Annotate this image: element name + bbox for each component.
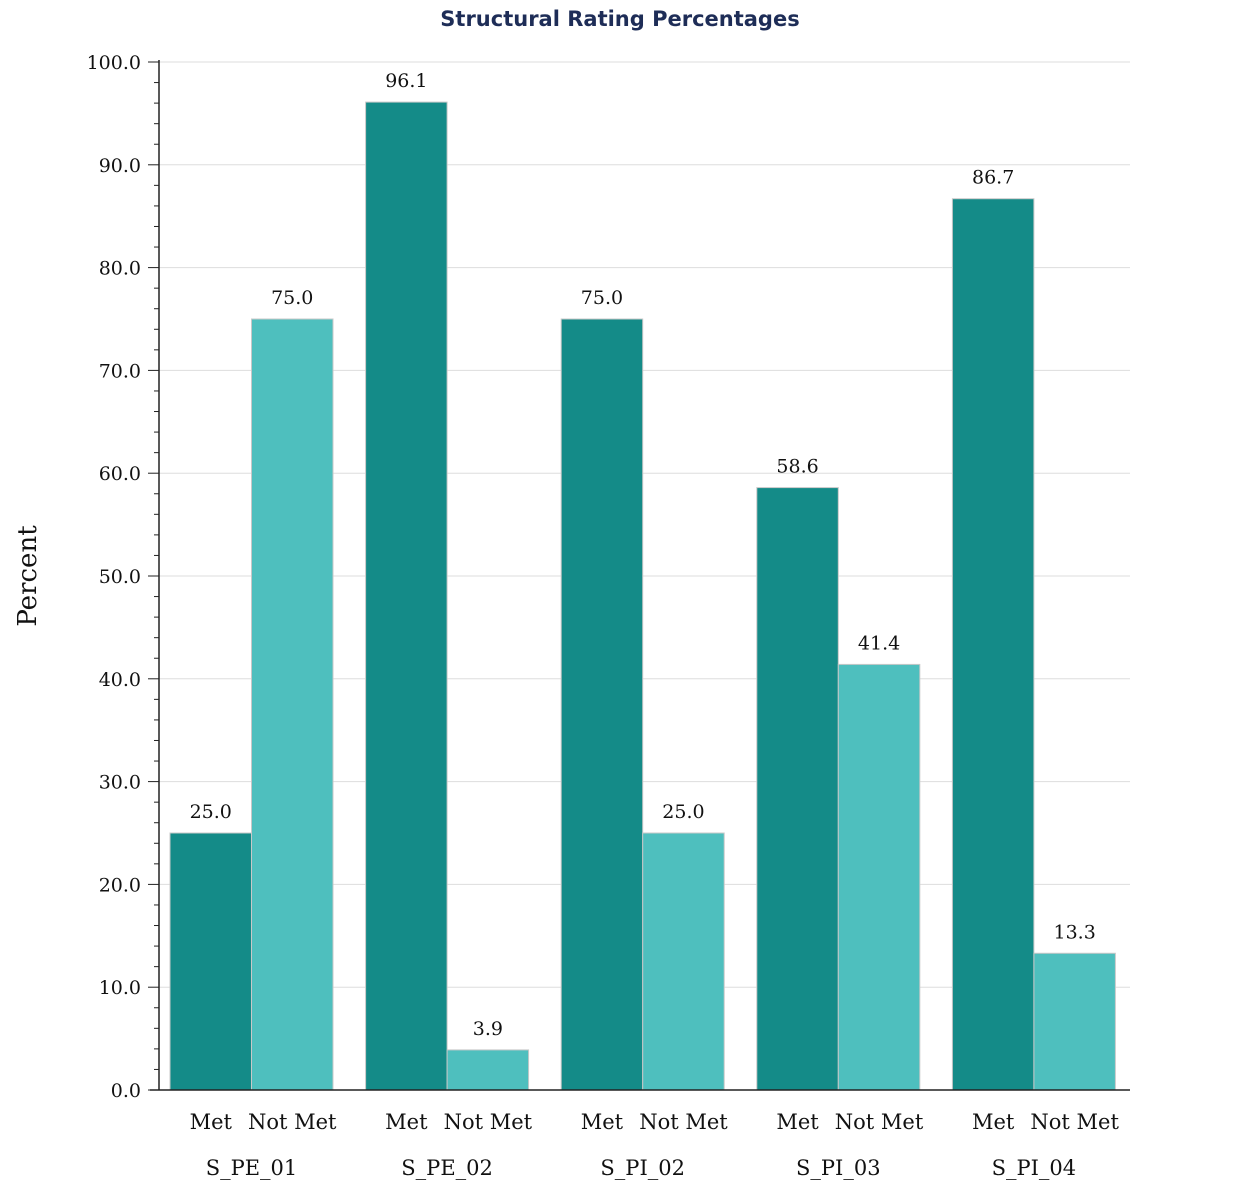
- data-label: 86.7: [972, 167, 1014, 189]
- x-bar-label: Not Met: [444, 1110, 533, 1134]
- y-tick-label: 10.0: [99, 977, 141, 999]
- x-bar-label: Met: [581, 1110, 624, 1134]
- x-bar-label: Met: [972, 1110, 1015, 1134]
- y-tick-label: 80.0: [99, 258, 141, 280]
- bar: [365, 101, 448, 1091]
- data-label: 41.4: [858, 632, 900, 654]
- y-axis-label: Percent: [13, 525, 43, 627]
- data-label: 25.0: [662, 801, 704, 823]
- bar: [251, 318, 334, 1091]
- bar: [1033, 952, 1116, 1091]
- bar: [560, 318, 644, 1091]
- x-category-label: S_PI_04: [992, 1156, 1077, 1180]
- chart-title: Structural Rating Percentages: [440, 7, 799, 31]
- x-category-label: S_PI_02: [600, 1156, 685, 1180]
- labels: 0.0 10.0 20.0 30.0 40.0 50.0 60.0 70.0 80.0 90.0 1…: [87, 52, 1120, 1180]
- bar: [951, 198, 1035, 1091]
- data-label: 58.6: [776, 456, 818, 478]
- x-bar-label: Met: [776, 1110, 819, 1134]
- x-category-label: S_PI_03: [796, 1156, 881, 1180]
- y-tick-label: 70.0: [99, 360, 141, 382]
- x-category-label: S_PE_02: [401, 1156, 493, 1180]
- bar: [642, 832, 725, 1091]
- bar: [446, 1049, 530, 1091]
- bar: [756, 487, 839, 1091]
- data-label: 3.9: [473, 1018, 503, 1040]
- y-tick-label: 40.0: [99, 669, 141, 691]
- y-tick-label: 0.0: [111, 1080, 141, 1102]
- y-tick-label: 60.0: [99, 463, 141, 485]
- data-label: 13.3: [1053, 921, 1095, 943]
- y-tick-label: 20.0: [99, 874, 141, 896]
- x-bar-label: Met: [385, 1110, 428, 1134]
- y-tick-label: 90.0: [99, 155, 141, 177]
- x-bar-label: Not Met: [248, 1110, 337, 1134]
- bar: [837, 663, 921, 1091]
- data-label: 96.1: [385, 70, 427, 92]
- x-bar-label: Met: [190, 1110, 233, 1134]
- y-tick-label: 30.0: [99, 772, 141, 794]
- bars: [169, 101, 1116, 1091]
- data-label: 25.0: [190, 801, 232, 823]
- bar: [169, 832, 252, 1091]
- x-bar-label: Not Met: [1030, 1110, 1119, 1134]
- x-category-label: S_PE_01: [206, 1156, 298, 1180]
- x-bar-label: Not Met: [835, 1110, 924, 1134]
- data-label: 75.0: [271, 287, 313, 309]
- axes: [148, 60, 1130, 1091]
- y-tick-label: 100.0: [87, 52, 141, 74]
- y-tick-label: 50.0: [99, 566, 141, 588]
- x-bar-label: Not Met: [639, 1110, 728, 1134]
- data-label: 75.0: [581, 287, 623, 309]
